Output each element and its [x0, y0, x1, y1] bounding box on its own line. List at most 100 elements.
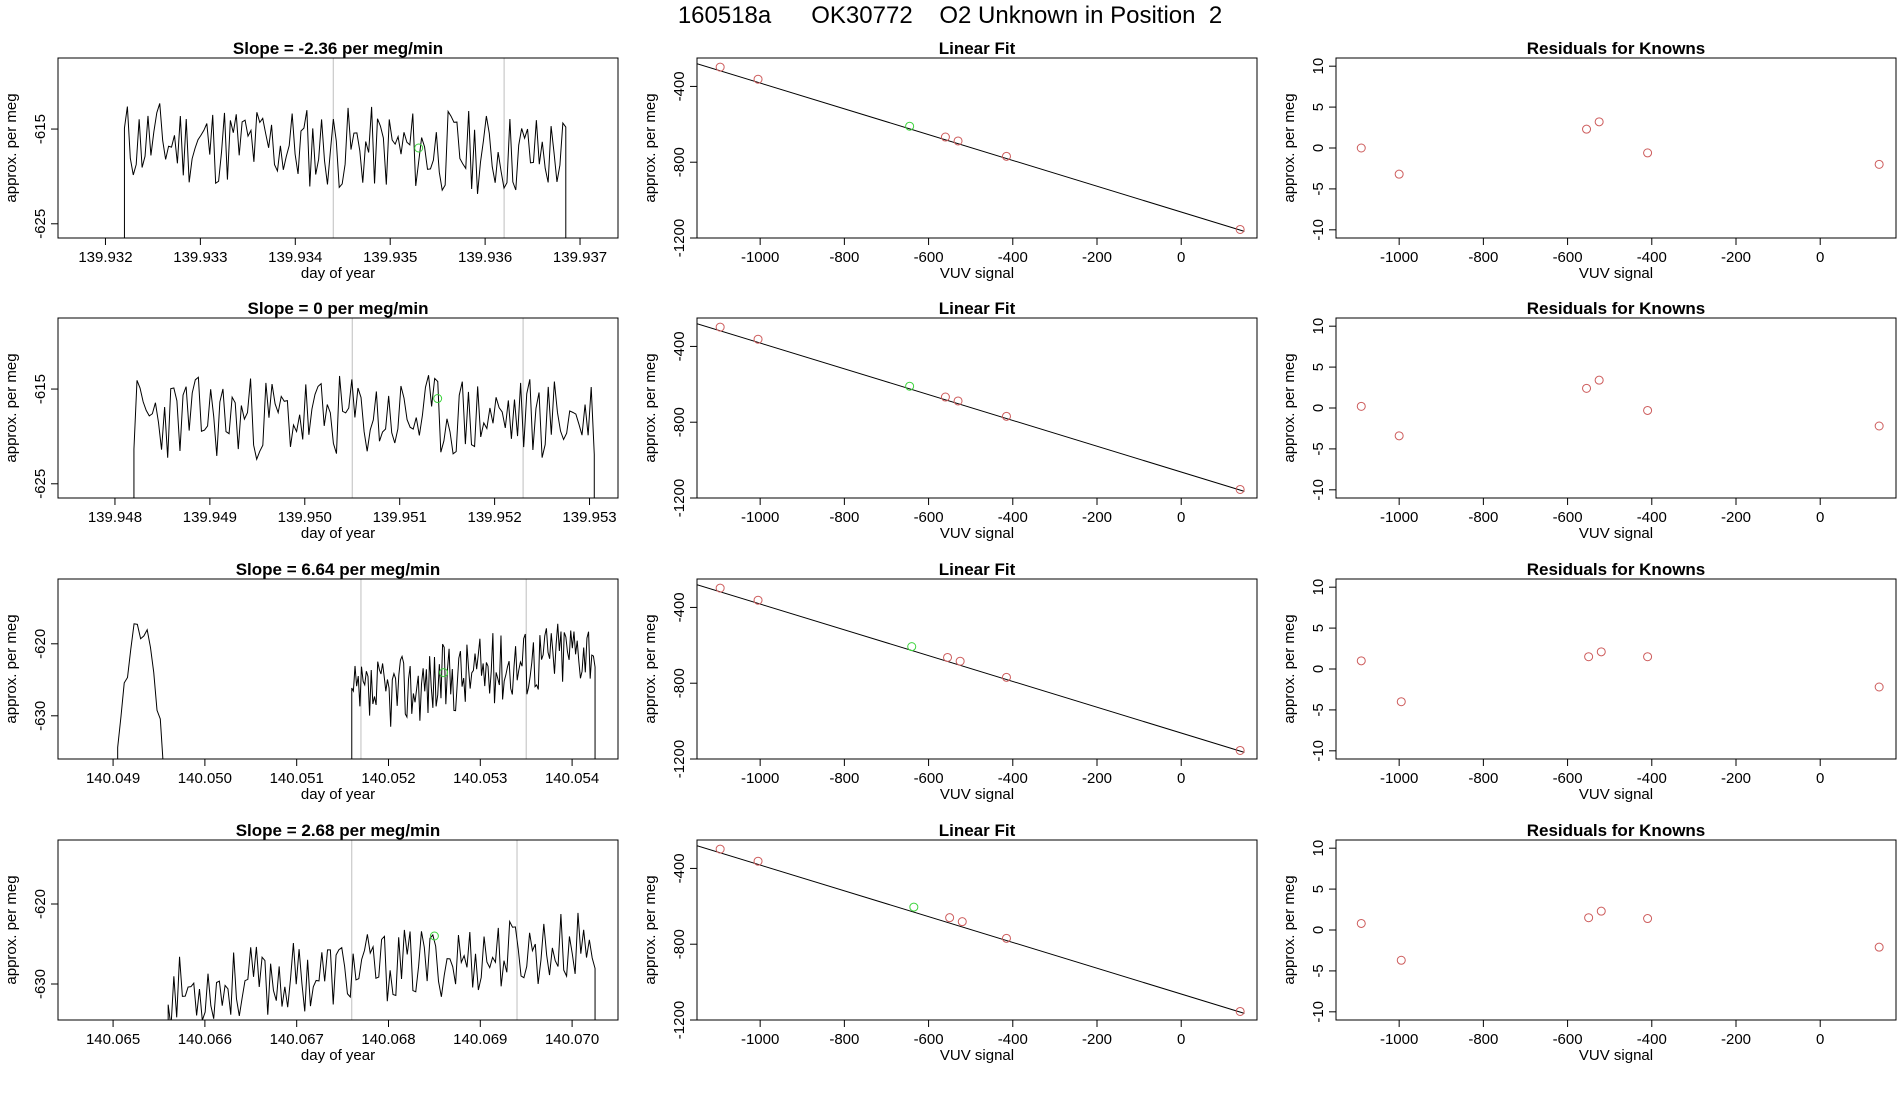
x-tick-label: -600: [914, 249, 944, 266]
y-axis-label: approx. per meg: [642, 353, 659, 462]
data-point: [1643, 148, 1653, 158]
x-tick-label: -200: [1721, 770, 1751, 787]
panel-title: Residuals for Knowns: [1527, 299, 1706, 318]
y-tick-label: -10: [1310, 1001, 1327, 1023]
x-tick-label: 139.950: [278, 509, 332, 526]
unknown-point: [905, 121, 915, 131]
y-axis-label: approx. per meg: [3, 353, 20, 462]
data-point: [1396, 697, 1406, 707]
x-axis-label: day of year: [301, 1047, 375, 1064]
data-point: [1356, 401, 1366, 411]
unknown-point: [429, 931, 439, 941]
x-tick-label: -800: [829, 509, 859, 526]
panel-title: Slope = 2.68 per meg/min: [236, 821, 441, 840]
x-tick-label: -200: [1082, 509, 1112, 526]
data-point: [753, 595, 763, 605]
plot-frame: [696, 317, 1258, 499]
data-point: [953, 396, 963, 406]
panel-title: Linear Fit: [939, 299, 1016, 318]
plot-frame: [1335, 57, 1897, 239]
y-axis-label: approx. per meg: [3, 93, 20, 202]
y-tick-label: -10: [1310, 479, 1327, 501]
x-tick-label: -800: [829, 249, 859, 266]
y-tick-label: -615: [32, 374, 49, 404]
data-point: [1582, 124, 1592, 134]
x-tick-label: 0: [1177, 1031, 1185, 1048]
x-tick-label: 140.066: [178, 1031, 232, 1048]
x-axis-label: VUV signal: [1579, 525, 1653, 542]
data-point: [1584, 913, 1594, 923]
x-tick-label: -800: [1468, 1031, 1498, 1048]
x-tick-label: -600: [914, 509, 944, 526]
x-tick-label: 139.951: [373, 509, 427, 526]
figure-title: 160518a OK30772 O2 Unknown in Position 2: [677, 2, 1223, 29]
x-tick-label: -400: [1637, 509, 1667, 526]
x-tick-label: -400: [1637, 770, 1667, 787]
x-tick-label: 140.070: [545, 1031, 599, 1048]
y-tick-label: 10: [1310, 579, 1327, 596]
data-point: [1356, 918, 1366, 928]
x-tick-label: -800: [1468, 509, 1498, 526]
y-tick-label: -620: [32, 629, 49, 659]
linear-fit-panel-3: [690, 839, 1258, 1027]
x-tick-label: -1000: [1380, 1031, 1418, 1048]
x-axis-label: VUV signal: [1579, 265, 1653, 282]
y-tick-label: -5: [1310, 182, 1327, 195]
y-tick-label: -800: [671, 147, 688, 177]
unknown-point: [414, 143, 424, 153]
plot-frame: [1335, 839, 1897, 1021]
data-point: [1594, 375, 1604, 385]
plot-frame: [57, 578, 619, 760]
x-tick-label: 139.948: [88, 509, 142, 526]
linear-fit-panel-1: [690, 317, 1258, 505]
data-point: [1874, 682, 1884, 692]
y-tick-label: -1200: [671, 479, 688, 517]
data-point: [715, 322, 725, 332]
x-axis-label: VUV signal: [940, 1047, 1014, 1064]
y-tick-label: 0: [1310, 144, 1327, 152]
x-tick-label: 139.937: [553, 249, 607, 266]
unknown-point: [905, 381, 915, 391]
unknown-point: [433, 394, 443, 404]
time-series-panel-1: [51, 317, 619, 505]
data-point: [943, 652, 953, 662]
x-tick-label: -800: [1468, 249, 1498, 266]
x-tick-label: -1000: [741, 249, 779, 266]
data-point: [1596, 906, 1606, 916]
y-tick-label: -1200: [671, 740, 688, 778]
y-tick-label: -5: [1310, 964, 1327, 977]
y-tick-label: -400: [671, 71, 688, 101]
y-tick-label: 5: [1310, 103, 1327, 111]
data-point: [955, 656, 965, 666]
x-tick-label: -600: [914, 1031, 944, 1048]
y-tick-label: -625: [32, 469, 49, 499]
plot-frame: [1335, 317, 1897, 499]
linear-fit-panel-0: [690, 57, 1258, 245]
x-tick-label: -800: [829, 770, 859, 787]
data-point: [1643, 914, 1653, 924]
residuals-panel-0: [1329, 57, 1897, 245]
data-point: [1874, 159, 1884, 169]
fit-line: [697, 63, 1245, 232]
panel-title: Residuals for Knowns: [1527, 560, 1706, 579]
data-point: [1584, 652, 1594, 662]
fit-line: [697, 584, 1245, 753]
y-tick-label: -625: [32, 209, 49, 239]
y-tick-label: 5: [1310, 624, 1327, 632]
panel-title: Slope = 6.64 per meg/min: [236, 560, 441, 579]
y-tick-label: -1200: [671, 1001, 688, 1039]
data-point: [1643, 405, 1653, 415]
x-tick-label: -200: [1082, 770, 1112, 787]
x-tick-label: -400: [998, 249, 1028, 266]
data-point: [1356, 656, 1366, 666]
data-point: [753, 334, 763, 344]
x-tick-label: -400: [998, 509, 1028, 526]
y-tick-label: -630: [32, 701, 49, 731]
x-axis-label: day of year: [301, 786, 375, 803]
data-point: [1596, 647, 1606, 657]
y-tick-label: 0: [1310, 404, 1327, 412]
plot-frame: [57, 317, 619, 499]
data-point: [940, 392, 950, 402]
unknown-point: [907, 642, 917, 652]
panel-title: Residuals for Knowns: [1527, 39, 1706, 58]
